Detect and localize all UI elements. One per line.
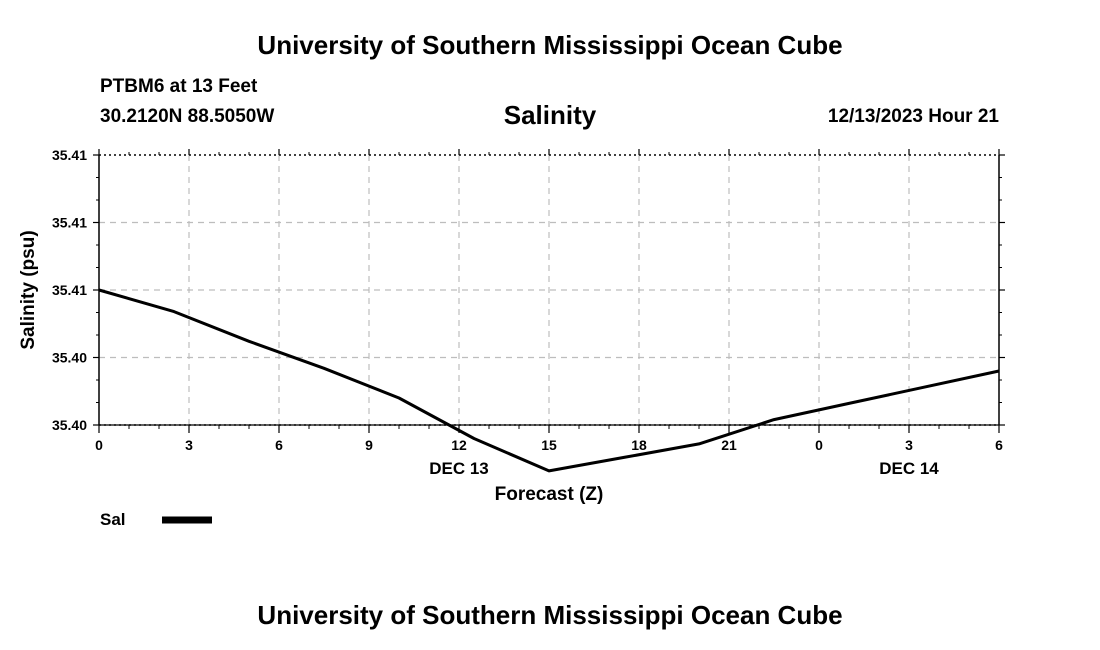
series-line-sal (98, 288, 1000, 473)
tick-labels: 0 3 6 9 12 15 18 21 0 3 6 DEC 13 DEC 14 35.40 35.40 35.… (52, 147, 1003, 478)
x-tick-label: 6 (995, 437, 1003, 453)
chart-title: Salinity (503, 100, 597, 130)
x-tick-label: 9 (365, 437, 373, 453)
x-tick-label: 0 (95, 437, 103, 453)
x-day-label: DEC 13 (429, 459, 489, 478)
x-tick-label: 6 (275, 437, 283, 453)
x-tick-label: 15 (541, 437, 557, 453)
y-axis-label: Salinity (psu) (18, 230, 39, 349)
series-group (98, 288, 1000, 473)
page-title: University of Southern Mississippi Ocean… (257, 30, 843, 60)
coordinates-label: 30.2120N 88.5050W (100, 106, 275, 127)
y-tick-label: 35.41 (52, 215, 87, 231)
x-axis-label: Forecast (Z) (495, 484, 604, 505)
datetime-label: 12/13/2023 Hour 21 (827, 106, 999, 127)
x-tick-label: 0 (815, 437, 823, 453)
y-tick-label: 35.41 (52, 147, 87, 163)
station-label: PTBM6 at 13 Feet (100, 76, 258, 97)
x-tick-label: 3 (905, 437, 913, 453)
x-tick-label: 18 (631, 437, 647, 453)
x-tick-label: 12 (451, 437, 467, 453)
y-tick-label: 35.40 (52, 417, 87, 433)
y-tick-label: 35.41 (52, 282, 87, 298)
x-tick-label: 3 (185, 437, 193, 453)
x-day-label: DEC 14 (879, 459, 939, 478)
footer-title: University of Southern Mississippi Ocean… (257, 600, 843, 630)
grid-lines (99, 154, 999, 426)
y-tick-label: 35.40 (52, 350, 87, 366)
legend-label: Sal (100, 510, 126, 529)
x-tick-label: 21 (721, 437, 737, 453)
